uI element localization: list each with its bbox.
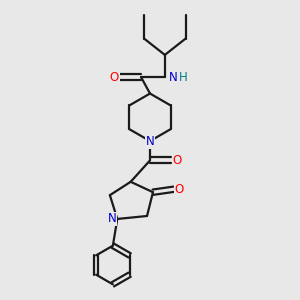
Text: O: O bbox=[110, 71, 119, 84]
Text: N: N bbox=[169, 71, 178, 84]
Text: N: N bbox=[108, 212, 116, 226]
Text: O: O bbox=[175, 183, 184, 196]
Text: H: H bbox=[179, 71, 188, 84]
Text: O: O bbox=[172, 154, 182, 167]
Text: N: N bbox=[146, 135, 154, 148]
